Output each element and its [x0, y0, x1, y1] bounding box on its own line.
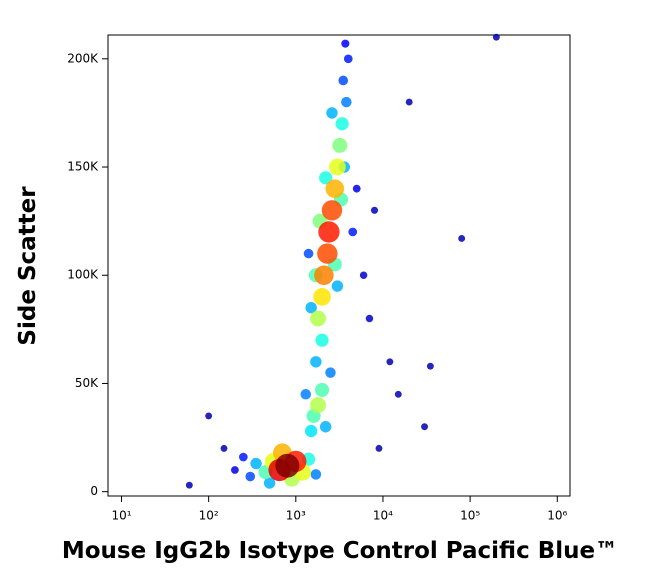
x-tick-label: 10⁴ — [373, 509, 393, 523]
density-point — [305, 302, 317, 314]
x-tick-label: 10³ — [286, 509, 306, 523]
density-point — [375, 444, 383, 452]
density-point — [205, 412, 213, 420]
density-point — [303, 248, 314, 259]
density-point — [328, 158, 346, 176]
density-point — [275, 453, 300, 478]
x-tick-label: 10⁵ — [460, 509, 480, 523]
density-point — [263, 477, 276, 489]
density-point — [238, 452, 248, 462]
density-point — [343, 54, 353, 64]
y-axis-title: Side Scatter — [15, 186, 41, 346]
density-point — [245, 471, 256, 482]
density-point — [386, 358, 394, 366]
density-point — [326, 107, 338, 119]
y-tick-label: 200K — [67, 51, 99, 65]
density-point — [315, 333, 329, 347]
plot-frame — [107, 34, 571, 497]
density-point — [341, 96, 352, 108]
density-point — [230, 466, 239, 474]
y-tick-label: 150K — [67, 160, 99, 174]
x-axis-title: Mouse IgG2b Isotype Control Pacific Blue… — [62, 538, 618, 564]
density-point — [338, 75, 349, 86]
density-point — [394, 390, 402, 398]
density-point — [310, 310, 327, 327]
density-point — [421, 423, 428, 431]
x-tick-label: 10⁶ — [547, 509, 567, 523]
density-point — [492, 33, 500, 41]
y-tick-label: 50K — [75, 376, 99, 390]
density-point — [348, 227, 358, 237]
x-tick-label: 10¹ — [111, 509, 131, 523]
density-point — [319, 421, 332, 433]
density-point — [370, 206, 379, 214]
density-point — [325, 367, 336, 378]
density-point — [300, 389, 311, 400]
density-point — [341, 39, 350, 48]
density-point — [305, 424, 318, 438]
density-point — [250, 457, 262, 470]
density-point — [321, 200, 343, 221]
density-point — [319, 171, 333, 185]
x-tick-label: 10² — [199, 509, 219, 523]
density-point — [332, 137, 348, 153]
density-point — [365, 314, 374, 323]
density-point — [335, 117, 349, 131]
density-point — [313, 288, 331, 306]
density-point — [318, 221, 340, 243]
y-tick-label: 0 — [90, 484, 98, 498]
density-point — [314, 382, 330, 397]
density-point — [314, 265, 334, 285]
density-point — [331, 280, 344, 292]
density-point — [352, 184, 361, 193]
y-tick-label: 100K — [67, 268, 99, 282]
density-point — [405, 98, 413, 106]
density-point — [310, 356, 322, 368]
density-point — [185, 481, 193, 489]
density-point — [310, 469, 322, 480]
density-point — [317, 243, 338, 264]
density-point — [220, 444, 228, 452]
density-point — [359, 271, 368, 279]
density-point — [310, 397, 327, 414]
density-point — [426, 362, 434, 370]
density-point — [325, 179, 345, 198]
density-point — [458, 234, 466, 242]
